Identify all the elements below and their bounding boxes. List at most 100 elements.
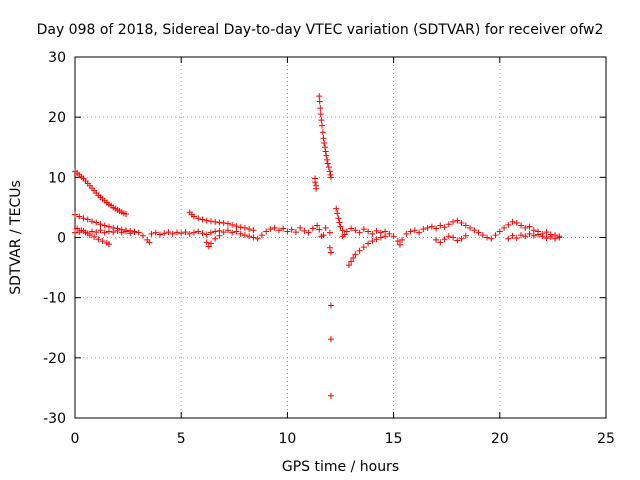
data-point bbox=[309, 225, 316, 232]
data-point bbox=[450, 234, 457, 241]
data-point bbox=[543, 229, 550, 236]
data-point bbox=[530, 227, 537, 234]
data-point bbox=[321, 144, 328, 151]
data-point bbox=[105, 241, 112, 248]
data-point bbox=[441, 236, 448, 243]
data-point bbox=[280, 225, 287, 232]
data-point bbox=[241, 232, 248, 239]
data-point bbox=[323, 152, 330, 159]
data-point bbox=[84, 230, 91, 237]
data-point bbox=[229, 229, 236, 236]
data-point bbox=[335, 215, 342, 222]
data-point bbox=[352, 227, 359, 234]
y-tick-label: -10 bbox=[43, 291, 66, 307]
data-point bbox=[305, 229, 312, 236]
data-point bbox=[263, 228, 270, 235]
data-point bbox=[322, 224, 329, 231]
data-point bbox=[539, 233, 546, 240]
data-point bbox=[139, 232, 146, 239]
data-point bbox=[552, 235, 559, 242]
data-point bbox=[135, 229, 142, 236]
data-point bbox=[319, 129, 326, 136]
data-point bbox=[88, 228, 95, 235]
data-point bbox=[467, 224, 474, 231]
data-point bbox=[505, 235, 512, 242]
data-point bbox=[420, 226, 427, 233]
data-point bbox=[394, 238, 401, 245]
data-point bbox=[148, 230, 155, 237]
data-point bbox=[526, 230, 533, 237]
y-tick-label: -30 bbox=[43, 411, 66, 427]
data-point bbox=[186, 230, 193, 237]
data-point bbox=[509, 232, 516, 239]
data-point bbox=[450, 218, 457, 225]
data-point bbox=[316, 93, 323, 100]
data-point bbox=[313, 185, 320, 192]
data-point bbox=[312, 179, 319, 186]
data-point bbox=[556, 233, 563, 240]
data-point bbox=[337, 223, 344, 230]
data-point bbox=[169, 230, 176, 237]
data-point bbox=[484, 234, 491, 241]
data-point bbox=[220, 229, 227, 236]
data-point bbox=[373, 236, 380, 243]
y-tick-label: 10 bbox=[48, 170, 66, 186]
data-point bbox=[339, 227, 346, 234]
data-point bbox=[396, 241, 403, 248]
data-point bbox=[173, 229, 180, 236]
data-point bbox=[479, 232, 486, 239]
data-point bbox=[416, 229, 423, 236]
data-point bbox=[352, 251, 359, 258]
data-point bbox=[250, 227, 257, 234]
data-point bbox=[254, 235, 261, 242]
data-point bbox=[445, 221, 452, 228]
data-point bbox=[437, 239, 444, 246]
data-point bbox=[411, 227, 418, 234]
data-point bbox=[178, 230, 185, 237]
data-point bbox=[317, 105, 324, 112]
data-point bbox=[99, 238, 106, 245]
data-point bbox=[93, 219, 100, 226]
data-point bbox=[324, 160, 331, 167]
data-point bbox=[195, 215, 202, 222]
data-point bbox=[199, 216, 206, 223]
data-point bbox=[445, 233, 452, 240]
data-point bbox=[360, 226, 367, 233]
data-point bbox=[314, 222, 321, 229]
data-point bbox=[88, 218, 95, 225]
data-point bbox=[190, 229, 197, 236]
data-point bbox=[365, 228, 372, 235]
data-point bbox=[216, 227, 223, 234]
data-point bbox=[118, 229, 125, 236]
data-point bbox=[203, 217, 210, 224]
data-point bbox=[93, 229, 100, 236]
data-point bbox=[237, 224, 244, 231]
data-point bbox=[441, 224, 448, 231]
data-point bbox=[324, 156, 331, 163]
data-point bbox=[458, 235, 465, 242]
data-point bbox=[513, 235, 520, 242]
y-tick-label: 0 bbox=[57, 231, 66, 247]
data-point bbox=[339, 233, 346, 240]
data-point bbox=[195, 228, 202, 235]
data-point bbox=[161, 230, 168, 237]
data-point bbox=[327, 174, 334, 181]
data-point bbox=[205, 243, 212, 250]
data-point bbox=[301, 227, 308, 234]
data-point bbox=[207, 218, 214, 225]
data-point bbox=[471, 227, 478, 234]
data-point bbox=[246, 233, 253, 240]
data-point bbox=[535, 231, 542, 238]
data-point bbox=[360, 244, 367, 251]
data-point bbox=[91, 233, 98, 240]
data-point bbox=[433, 225, 440, 232]
data-point bbox=[334, 210, 341, 217]
data-point bbox=[513, 220, 520, 227]
data-point bbox=[203, 239, 210, 246]
data-point bbox=[377, 229, 384, 236]
data-point bbox=[284, 228, 291, 235]
data-point bbox=[501, 224, 508, 231]
data-point bbox=[224, 220, 231, 227]
data-point bbox=[95, 236, 102, 243]
data-point bbox=[505, 221, 512, 228]
